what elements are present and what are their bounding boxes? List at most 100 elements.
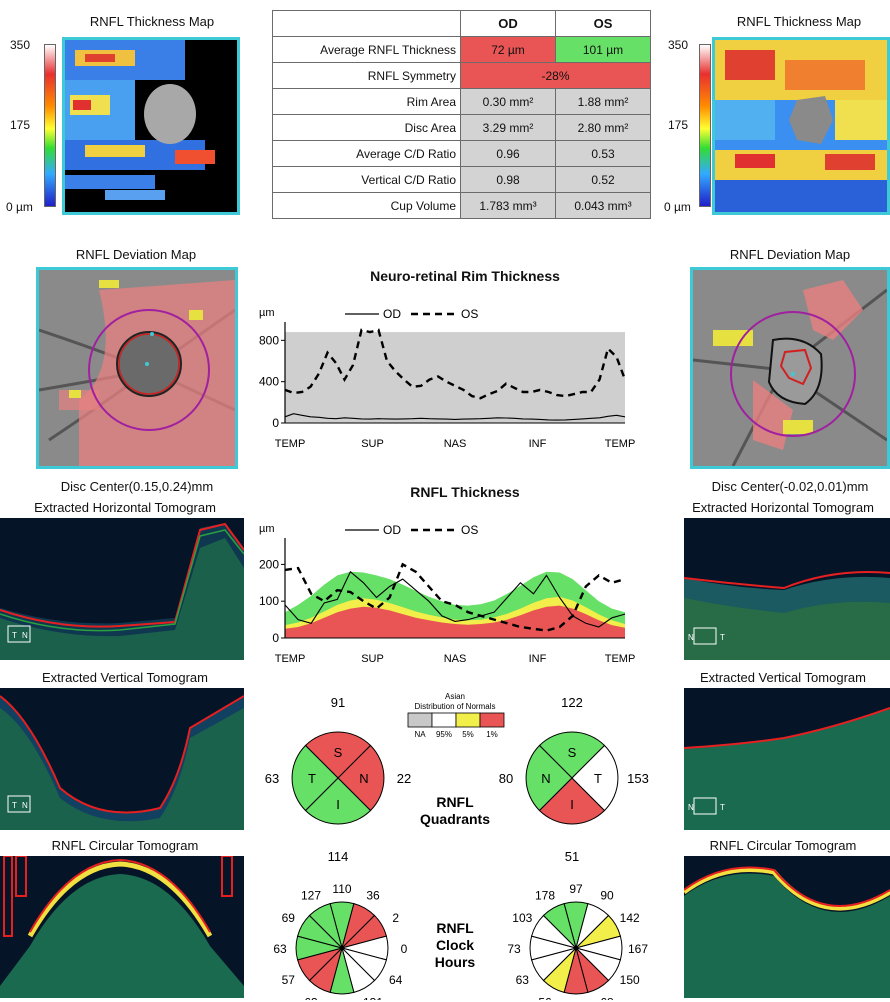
rnfl-chart-title: RNFL Thickness [410, 484, 520, 500]
od-clock-value: 63 [304, 996, 318, 1000]
row-value-od: 72 µm [460, 36, 556, 63]
os-quadrant-s [538, 731, 606, 779]
row-value-od: 3.29 mm² [460, 114, 556, 141]
y-tick-label: 0 [272, 416, 279, 430]
table-header-os: OS [555, 10, 651, 37]
row-label: Cup Volume [272, 192, 461, 219]
od-quadrant-value: 114 [328, 849, 349, 864]
os-horizontal-title: Extracted Horizontal Tomogram [692, 500, 874, 515]
od-scale-top: 350 [10, 38, 31, 52]
row-value-od: 0.96 [460, 140, 556, 167]
clock-label-line2: Clock [436, 937, 474, 953]
rnfl-thickness-chart: µm 0 100 200 TEMP SUP NAS INF TEMP OD OS [259, 523, 635, 665]
od-clock-value: 69 [282, 911, 296, 925]
legend-swatch [431, 712, 457, 728]
od-quadrant-letter: N [359, 771, 368, 786]
os-quadrant-letter: I [570, 797, 574, 812]
os-clock-value: 97 [569, 882, 583, 896]
od-disc-center: Disc Center(0.15,0.24)mm [60, 479, 214, 494]
os-scale-top: 350 [668, 38, 689, 52]
os-circular-title: RNFL Circular Tomogram [709, 838, 857, 853]
table-row: Average RNFL Thickness 72 µm 101 µm [272, 36, 651, 63]
os-quadrant-letter: S [568, 745, 577, 760]
od-horizontal-title: Extracted Horizontal Tomogram [34, 500, 216, 515]
metrics-table: OD OS Average RNFL Thickness 72 µm 101 µm RNF… [272, 10, 651, 219]
od-clock-value: 2 [392, 911, 399, 925]
od-quadrant-t [291, 744, 339, 812]
y-tick-label: 100 [259, 594, 279, 608]
legend-swatch [479, 712, 505, 728]
normal-range-band [285, 332, 625, 423]
os-quadrant-letter: T [594, 771, 602, 786]
od-clock-value: 131 [363, 996, 383, 1000]
x-tick-label: SUP [361, 653, 384, 665]
od-clock-value: 127 [301, 888, 321, 902]
legend-item-label: 5% [462, 730, 474, 739]
os-quadrant-value: 153 [627, 771, 649, 786]
od-quadrant-letter: S [334, 745, 343, 760]
y-tick-label: 200 [259, 557, 279, 571]
legend-swatch [455, 712, 481, 728]
svg-text:T: T [720, 633, 725, 642]
os-scale-bottom: 0 µm [664, 200, 691, 214]
os-quadrant-value: 122 [561, 695, 583, 710]
od-deviation-map [36, 267, 238, 469]
table-row: RNFL Symmetry -28% [272, 62, 651, 89]
table-row: Rim Area 0.30 mm² 1.88 mm² [272, 88, 651, 115]
row-value-od: 1.783 mm³ [460, 192, 556, 219]
od-quadrant-n [337, 744, 385, 812]
x-tick-label: SUP [361, 438, 384, 450]
row-value-od: 0.30 mm² [460, 88, 556, 115]
od-clock-sector [308, 902, 343, 950]
od-clock-value: 0 [401, 942, 408, 956]
od-quadrant-letter: T [308, 771, 316, 786]
x-tick-label: TEMP [605, 438, 635, 450]
od-scale-bottom: 0 µm [6, 200, 33, 214]
x-tick-label: INF [529, 653, 547, 665]
os-deviation-map [690, 267, 890, 469]
legend-od-label: OD [383, 523, 401, 537]
os-thickness-map-title: RNFL Thickness Map [736, 14, 862, 29]
rim-chart-title: Neuro-retinal Rim Thickness [370, 268, 560, 284]
od-quadrant-value: 91 [331, 695, 345, 710]
y-axis-unit: µm [259, 307, 275, 319]
table-row: Average C/D Ratio 0.96 0.53 [272, 140, 651, 167]
x-tick-label: INF [529, 438, 547, 450]
os-deviation-map-title: RNFL Deviation Map [729, 247, 851, 262]
row-value-os: 1.88 mm² [555, 88, 651, 115]
table-row: Vertical C/D Ratio 0.98 0.52 [272, 166, 651, 193]
table-header-blank [272, 10, 461, 37]
os-clock-sector [542, 902, 577, 950]
row-value-od: 0.98 [460, 166, 556, 193]
svg-text:T: T [12, 631, 17, 640]
table-header-od: OD [460, 10, 556, 37]
legend-title-line1: Asian [445, 692, 465, 701]
y-axis-unit: µm [259, 523, 275, 535]
od-color-scale-bar [44, 44, 56, 207]
os-quadrant-value: 80 [499, 771, 513, 786]
legend-title-line2: Distribution of Normals [415, 702, 496, 711]
table-row: Cup Volume 1.783 mm³ 0.043 mm³ [272, 192, 651, 219]
legend-item-label: 95% [436, 730, 452, 739]
svg-text:N: N [22, 631, 28, 640]
quadrants-label-line2: Quadrants [420, 811, 490, 827]
legend-os-label: OS [461, 307, 478, 321]
od-scale-mid: 175 [10, 118, 31, 132]
os-clock-value: 103 [512, 911, 532, 925]
x-tick-label: TEMP [275, 653, 306, 665]
x-tick-label: NAS [444, 438, 467, 450]
row-value-os: 101 µm [555, 36, 651, 63]
os-circular-tomogram [684, 856, 890, 998]
os-clock-value: 73 [507, 942, 521, 956]
os-clock-value: 150 [620, 973, 640, 987]
os-scale-mid: 175 [668, 118, 689, 132]
svg-text:T: T [720, 803, 725, 812]
clock-label-line1: RNFL [436, 920, 474, 936]
x-tick-label: TEMP [605, 653, 635, 665]
row-value-os: 2.80 mm² [555, 114, 651, 141]
os-quadrant-value: 51 [565, 849, 579, 864]
od-clock-value: 110 [332, 882, 351, 896]
os-clock-value: 90 [600, 888, 614, 902]
